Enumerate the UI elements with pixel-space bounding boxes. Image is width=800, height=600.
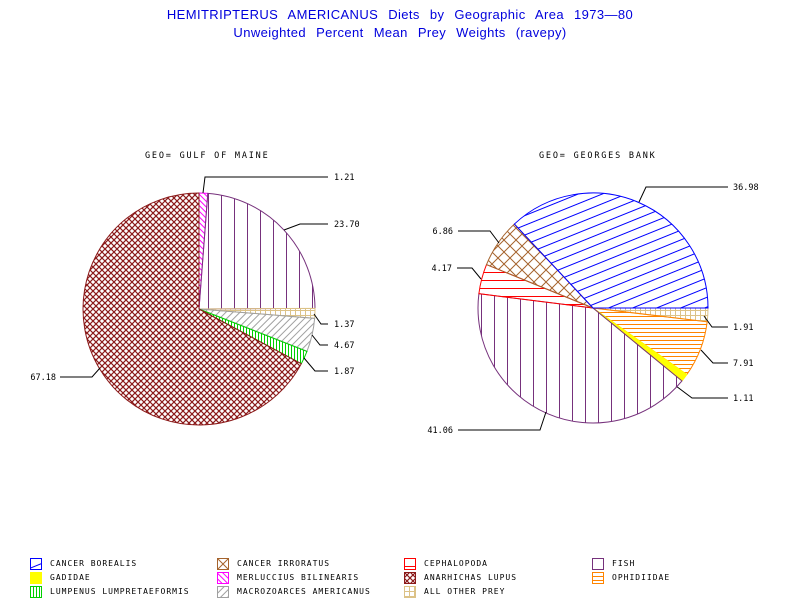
slice-leader-line [700,349,728,364]
slice-leader-line [458,411,547,431]
slice-leader-line [311,334,328,346]
slice-value-label: 36.98 [733,183,759,193]
slice-leader-line [60,367,101,378]
pie-slice-fish [198,192,316,310]
slice-leader-line [457,267,482,280]
slice-value-label: 23.70 [334,220,360,230]
slice-leader-line [202,176,328,194]
slice-leader-line [703,315,728,328]
slice-value-label: 7.91 [733,359,753,369]
slice-value-label: 4.67 [334,341,354,351]
slice-leader-line [638,186,728,203]
slice-leader-line [303,357,328,372]
pie-gulf-of-maine: GEO= GULF OF MAINE 1.21 23.70 1.37 4.67 1.87 6… [30,151,360,426]
slice-value-label: 67.18 [30,373,56,383]
slice-leader-line [283,223,328,231]
slice-value-label: 1.37 [334,320,354,330]
slice-value-label: 1.21 [334,173,354,183]
slice-value-label: 6.86 [433,227,453,237]
chart-subtitle: Unweighted Percent Mean Prey Weights (ra… [233,25,567,40]
pie-georges-bank: GEO= GEORGES BANK 1.91 7.91 1.11 41.06 4.17 6.… [427,151,758,436]
chart-title: HEMITRIPTERUS AMERICANUS Diets by Geogra… [166,7,634,22]
pie-slice-fish [477,293,683,424]
chart-titles: HEMITRIPTERUS AMERICANUS Diets by Geogra… [0,4,800,40]
slice-value-label: 4.17 [432,264,452,274]
slice-leader-line [675,385,728,399]
slice-value-label: 1.91 [733,323,753,333]
slice-value-label: 41.06 [427,426,453,436]
slice-value-label: 1.87 [334,367,354,377]
pie-geo-label: GEO= GULF OF MAINE [145,151,270,161]
slice-leader-line [313,313,328,325]
slice-leader-line [458,230,500,244]
pie-geo-label: GEO= GEORGES BANK [539,151,657,161]
pie-slice-cancer-borealis [513,192,709,309]
slice-value-label: 1.11 [733,394,753,404]
